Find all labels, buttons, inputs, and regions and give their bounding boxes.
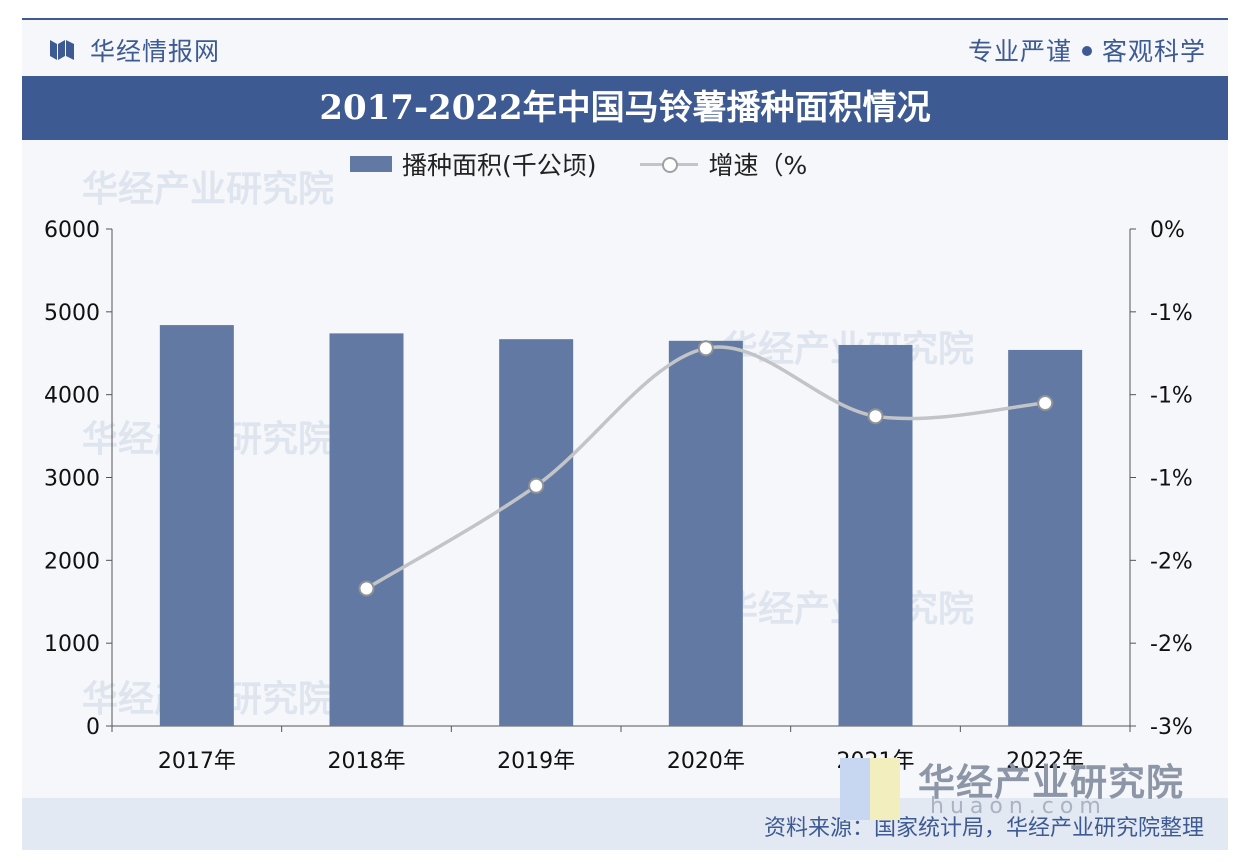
y-right-tick-label: -2% xyxy=(1150,632,1193,657)
logo-icon xyxy=(50,40,74,60)
legend-bar-label: 播种面积(千公顷) xyxy=(402,151,597,180)
growth-point xyxy=(697,340,714,357)
bar xyxy=(1008,349,1083,726)
legend-item-bar: 播种面积(千公顷) xyxy=(350,146,597,182)
bar xyxy=(329,333,404,726)
legend-bar-swatch xyxy=(350,156,392,172)
corner-brand-name: 华经产业研究院 xyxy=(918,761,1184,804)
y-right-tick-label: -3% xyxy=(1150,715,1193,740)
y-right-tick-label: 0% xyxy=(1150,218,1185,243)
y-left-tick-label: 5000 xyxy=(44,301,100,326)
x-tick-label: 2020年 xyxy=(667,749,745,774)
slogan-left: 专业严谨 xyxy=(967,37,1072,66)
legend-line-label: 增速（% xyxy=(708,151,808,180)
y-left-tick-label: 4000 xyxy=(44,384,100,409)
source-text: 资料来源：国家统计局，华经产业研究院整理 xyxy=(763,816,1204,841)
y-left-tick-label: 1000 xyxy=(44,632,100,657)
corner-brand: 华经产业研究院 huaon.com xyxy=(840,748,1220,822)
x-tick-label: 2018年 xyxy=(328,749,406,774)
chart-legend: 播种面积(千公顷) 增速（% xyxy=(350,146,843,180)
growth-point xyxy=(358,580,375,597)
y-right-tick-label: -1% xyxy=(1150,301,1193,326)
logo-text: 华经情报网 xyxy=(90,37,221,66)
slogan-right: 客观科学 xyxy=(1101,37,1206,66)
legend-line-marker xyxy=(640,154,699,174)
y-left-tick-label: 6000 xyxy=(44,218,100,243)
watermark: 华经产业研究院 xyxy=(82,169,335,210)
y-left-tick-label: 2000 xyxy=(44,549,100,574)
slogan-dot-icon xyxy=(1081,46,1092,56)
legend-item-line: 增速（% xyxy=(640,146,807,182)
corner-brand-url: huaon.com xyxy=(930,794,1107,819)
growth-point xyxy=(867,408,884,425)
source-bar: 资料来源：国家统计局，华经产业研究院整理 xyxy=(22,798,1228,850)
y-right-tick-label: -1% xyxy=(1150,384,1193,409)
bar xyxy=(668,340,743,726)
growth-point xyxy=(1037,394,1054,411)
y-right-tick-label: -2% xyxy=(1150,549,1193,574)
y-left-tick-label: 0 xyxy=(86,715,100,740)
growth-point xyxy=(528,477,545,494)
chart-title: 2017-2022年中国马铃薯播种面积情况 xyxy=(22,76,1228,140)
bar xyxy=(159,325,234,726)
y-right-tick-label: -1% xyxy=(1150,467,1193,492)
slogan: 专业严谨 客观科学 xyxy=(968,32,1206,68)
y-left-tick-label: 3000 xyxy=(44,467,100,492)
top-bar: 华经情报网 专业严谨 客观科学 xyxy=(22,20,1228,76)
x-tick-label: 2019年 xyxy=(497,749,575,774)
x-tick-label: 2022年 xyxy=(1006,749,1084,774)
corner-logo-icon xyxy=(840,758,902,820)
x-tick-label: 2017年 xyxy=(158,749,236,774)
bar xyxy=(838,344,913,726)
bar xyxy=(499,339,574,726)
